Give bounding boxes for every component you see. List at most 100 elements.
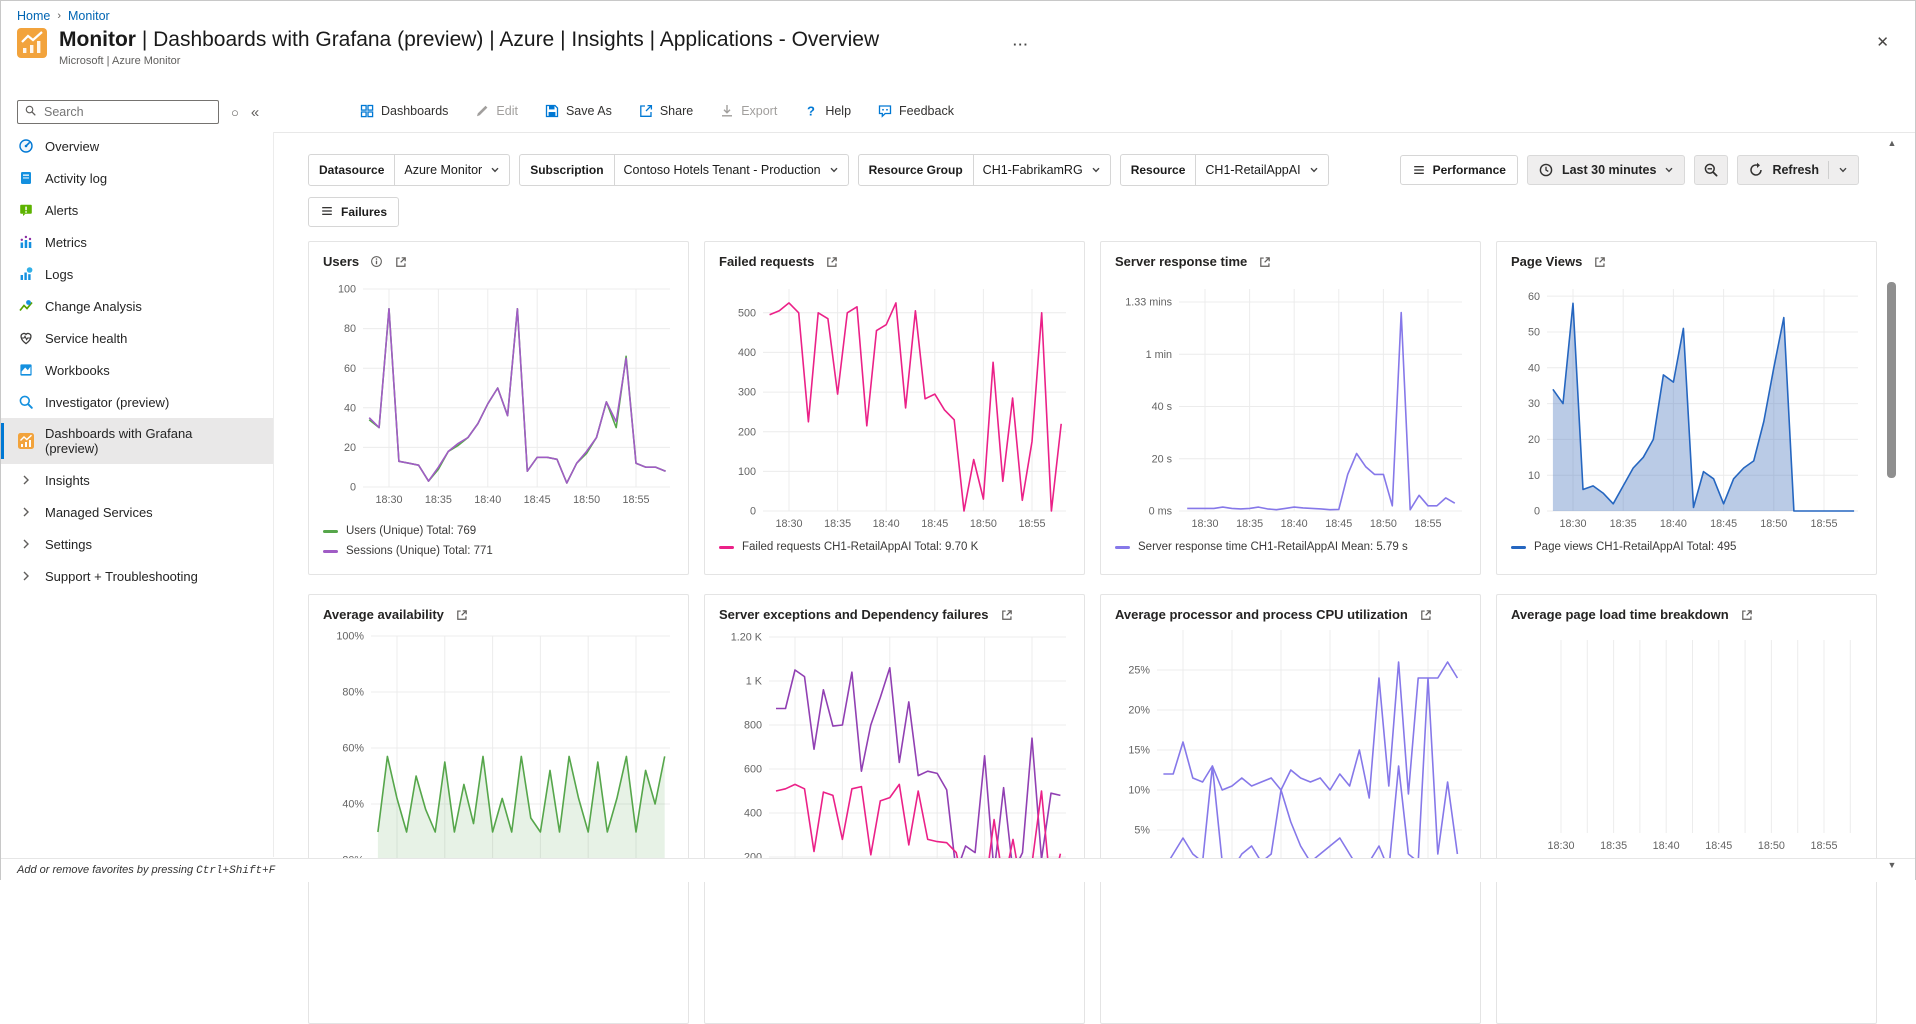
breadcrumb-home-link[interactable]: Home: [17, 9, 51, 23]
sidebar-item-label: Workbooks: [45, 362, 110, 378]
svg-text:80: 80: [344, 323, 356, 335]
dashboards-button[interactable]: Dashboards: [359, 103, 448, 119]
panel-pageload: Average page load time breakdown 18:30 18:…: [1496, 594, 1877, 1024]
collapse-sidebar-icon[interactable]: «: [250, 103, 260, 121]
filter-pill-resource-group[interactable]: Resource Group CH1-FabrikamRG: [857, 154, 1111, 186]
svg-text:30: 30: [1528, 398, 1540, 410]
svg-text:100: 100: [338, 284, 356, 296]
external-link-icon[interactable]: [1000, 608, 1014, 622]
panel-response: Server response time 18:30 18:35 18:40 18:45…: [1100, 241, 1481, 575]
external-link-icon[interactable]: [1258, 255, 1272, 269]
sidebar-item-label: Investigator (preview): [45, 394, 170, 410]
sidebar-item-dashboards-grafana[interactable]: Dashboards with Grafana (preview): [1, 418, 273, 464]
sidebar-item-alerts[interactable]: Alerts: [1, 194, 273, 226]
svg-text:1.33 mins: 1.33 mins: [1125, 297, 1172, 309]
sidebar-item-logs[interactable]: Logs: [1, 258, 273, 290]
scrollbar-down-icon[interactable]: ▼: [1887, 860, 1897, 870]
scrollbar-thumb[interactable]: [1887, 282, 1896, 478]
save-as-button[interactable]: Save As: [544, 103, 612, 119]
sidebar-item-metrics[interactable]: Metrics: [1, 226, 273, 258]
external-link-icon[interactable]: [1740, 608, 1754, 622]
chart-plot-pageload[interactable]: 18:30 18:35 18:40 18:45 18:50 18:55: [1511, 625, 1864, 861]
svg-text:18:45: 18:45: [1710, 518, 1737, 530]
legend-item[interactable]: Failed requests CH1-RetailAppAI Total: 9…: [719, 537, 1084, 557]
svg-text:400: 400: [744, 808, 762, 820]
chevron-down-icon[interactable]: [1838, 165, 1848, 175]
sidebar-item-support[interactable]: Support + Troubleshooting: [1, 560, 273, 592]
search-input[interactable]: [17, 100, 219, 124]
sidebar-item-workbooks[interactable]: Workbooks: [1, 354, 273, 386]
sidebar-item-label: Insights: [45, 472, 90, 488]
svg-text:18:55: 18:55: [622, 494, 649, 506]
panel-availability: Average availability 100% 80% 60% 40% 20%: [308, 594, 689, 1024]
svg-text:18:55: 18:55: [1810, 518, 1837, 530]
help-button[interactable]: ? Help: [803, 103, 851, 119]
svg-text:40: 40: [1528, 362, 1540, 374]
sidebar-item-investigator[interactable]: Investigator (preview): [1, 386, 273, 418]
share-icon: [638, 103, 654, 119]
search-field[interactable]: [42, 104, 196, 120]
sidebar-divider: [273, 132, 274, 857]
time-range-button[interactable]: Last 30 minutes: [1526, 155, 1686, 185]
more-options-icon[interactable]: ···: [1013, 37, 1029, 52]
legend-item[interactable]: Sessions (Unique) Total: 771: [323, 541, 688, 561]
external-link-icon[interactable]: [455, 608, 469, 622]
info-icon[interactable]: [370, 255, 383, 268]
svg-text:200: 200: [744, 852, 762, 861]
pin-toggle-icon[interactable]: ○: [231, 104, 239, 120]
filter-pill-resource[interactable]: Resource CH1-RetailAppAI: [1119, 154, 1329, 186]
svg-text:400: 400: [738, 347, 756, 359]
panel-failed: Failed requests 18:30 18:35 18:40 18:45 18:50…: [704, 241, 1085, 575]
legend-item[interactable]: Page views CH1-RetailAppAI Total: 495: [1511, 537, 1876, 557]
sidebar-item-managed-services[interactable]: Managed Services: [1, 496, 273, 528]
external-link-icon[interactable]: [394, 255, 408, 269]
performance-button[interactable]: Performance: [1399, 155, 1518, 185]
filter-pill-datasource[interactable]: Datasource Azure Monitor: [308, 154, 511, 186]
sidebar-item-settings[interactable]: Settings: [1, 528, 273, 560]
feedback-button[interactable]: Feedback: [877, 103, 954, 119]
legend-item[interactable]: Server response time CH1-RetailAppAI Mea…: [1115, 537, 1480, 557]
filter-pill-subscription[interactable]: Subscription Contoso Hotels Tenant - Prod…: [519, 154, 849, 186]
external-link-icon[interactable]: [825, 255, 839, 269]
chart-plot-availability[interactable]: 100% 80% 60% 40% 20%: [323, 625, 676, 861]
chart-plot-response[interactable]: 18:30 18:35 18:40 18:45 18:50 18:55 1.33 mins 1…: [1115, 272, 1468, 534]
sidebar-item-change-analysis[interactable]: Change Analysis: [1, 290, 273, 322]
share-button[interactable]: Share: [638, 103, 693, 119]
sidebar-item-service-health[interactable]: Service health: [1, 322, 273, 354]
external-link-icon[interactable]: [1593, 255, 1607, 269]
svg-text:18:55: 18:55: [1018, 518, 1045, 530]
chart-plot-exceptions[interactable]: 1.20 K 1 K 800 600 400 200: [719, 625, 1072, 861]
legend-dash-icon: [323, 529, 338, 533]
svg-text:600: 600: [744, 764, 762, 776]
legend-text: Sessions (Unique) Total: 771: [346, 545, 493, 557]
svg-text:50: 50: [1528, 327, 1540, 339]
svg-text:25%: 25%: [1128, 665, 1150, 677]
zoom-out-button[interactable]: [1694, 155, 1729, 185]
refresh-button[interactable]: Refresh: [1737, 155, 1859, 185]
toolbar-divider: [273, 132, 1915, 133]
chart-plot-failed[interactable]: 18:30 18:35 18:40 18:45 18:50 18:55 500 400 300 2…: [719, 272, 1072, 534]
sidebar-item-activity-log[interactable]: Activity log: [1, 162, 273, 194]
pencil-icon: [474, 103, 490, 119]
svg-text:40: 40: [344, 402, 356, 414]
svg-text:0: 0: [1534, 506, 1540, 518]
sidebar-item-insights[interactable]: Insights: [1, 464, 273, 496]
breadcrumb-monitor-link[interactable]: Monitor: [68, 9, 110, 23]
chart-plot-users[interactable]: 18:30 18:35 18:40 18:45 18:50 18:55 100 80 60 40 2…: [323, 272, 676, 518]
close-icon[interactable]: ✕: [1876, 34, 1889, 51]
svg-text:18:40: 18:40: [474, 494, 501, 506]
chevron-right-icon: [18, 472, 34, 488]
sidebar-item-label: Managed Services: [45, 504, 153, 520]
chart-plot-cpu[interactable]: 25% 20% 15% 10% 5%: [1115, 625, 1468, 861]
external-link-icon[interactable]: [1419, 608, 1433, 622]
failures-button[interactable]: Failures: [308, 197, 400, 227]
legend-dash-icon: [1115, 545, 1130, 549]
legend-item[interactable]: Users (Unique) Total: 769: [323, 521, 688, 541]
chart-plot-pageviews[interactable]: 18:30 18:35 18:40 18:45 18:50 18:55 60 50 40 30 20…: [1511, 272, 1864, 534]
scrollbar-up-icon[interactable]: ▲: [1887, 138, 1897, 148]
svg-text:18:50: 18:50: [573, 494, 600, 506]
refresh-icon: [1748, 162, 1764, 178]
sidebar-item-overview[interactable]: Overview: [1, 130, 273, 162]
svg-text:100%: 100%: [336, 631, 364, 643]
sidebar-item-label: Activity log: [45, 170, 108, 186]
